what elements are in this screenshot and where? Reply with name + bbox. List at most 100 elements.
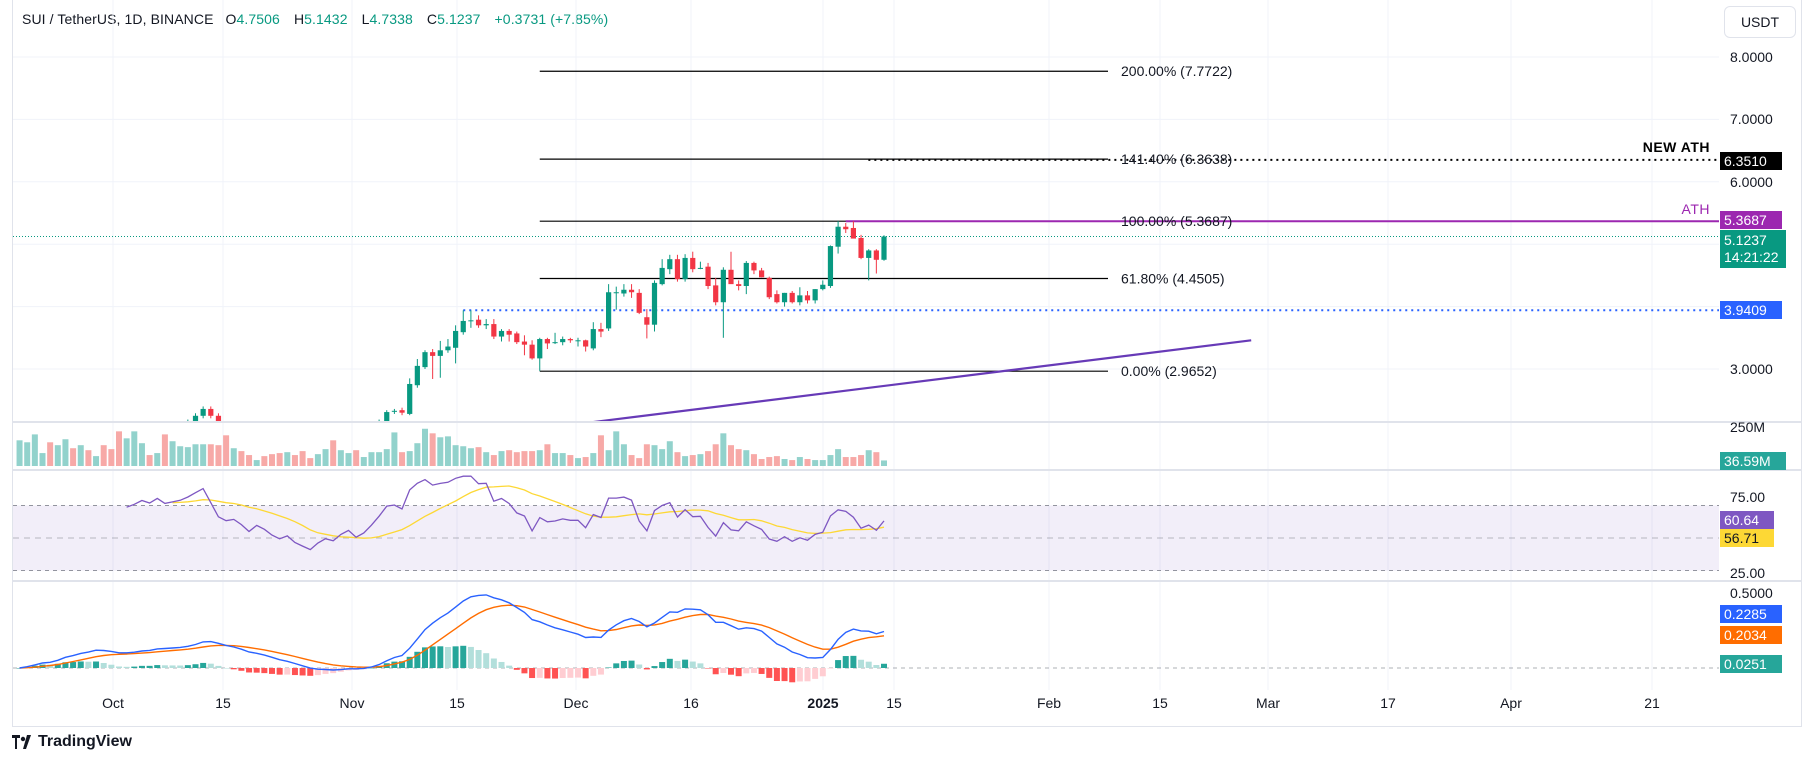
candle[interactable] [667,254,673,275]
candle[interactable] [170,426,175,433]
candle[interactable] [552,332,558,345]
candle[interactable] [437,340,443,378]
candle[interactable] [759,267,765,278]
candle[interactable] [659,259,665,286]
candle[interactable] [812,289,818,304]
candle[interactable] [78,436,83,446]
rsi-pane[interactable] [13,475,1719,571]
candle[interactable] [560,336,566,346]
candle[interactable] [315,438,320,447]
candle[interactable] [575,337,581,347]
candle[interactable] [277,431,282,438]
candle[interactable] [827,245,834,288]
candle[interactable] [866,249,872,281]
candle[interactable] [598,322,604,338]
candle[interactable] [453,325,459,364]
candle[interactable] [369,426,374,436]
candle[interactable] [185,419,190,429]
candle[interactable] [292,432,297,441]
candle[interactable] [804,291,811,304]
candle[interactable] [728,251,734,285]
candle[interactable] [628,284,635,298]
tradingview-logo[interactable]: TradingView [12,733,132,751]
candle[interactable] [705,262,711,290]
candle[interactable] [583,339,589,352]
candle[interactable] [147,430,152,436]
candle[interactable] [239,423,244,431]
candle[interactable] [781,292,788,307]
candle[interactable] [407,378,413,416]
candle[interactable] [391,408,397,414]
candle[interactable] [269,428,274,437]
candle[interactable] [491,319,497,340]
candle[interactable] [521,335,528,356]
candle[interactable] [178,424,183,431]
candle[interactable] [308,439,313,446]
candle[interactable] [873,249,879,274]
candle[interactable] [231,423,236,429]
candle[interactable] [774,290,780,304]
candle[interactable] [460,310,466,335]
candle[interactable] [567,337,573,343]
candle[interactable] [215,413,222,426]
candle[interactable] [820,280,826,291]
candle[interactable] [613,286,619,310]
candle[interactable] [414,359,420,388]
candle[interactable] [743,261,749,295]
candle[interactable] [736,280,742,291]
candle[interactable] [338,433,343,442]
symbol-title[interactable]: SUI / TetherUS, 1D, BINANCE [22,11,214,27]
candle[interactable] [858,234,864,260]
candle[interactable] [621,284,627,297]
candle[interactable] [843,222,849,233]
candle[interactable] [285,432,290,439]
candle[interactable] [483,319,489,330]
pane-separators[interactable] [13,421,1802,582]
candle[interactable] [636,289,642,315]
candle[interactable] [766,276,772,300]
candle[interactable] [323,435,328,442]
candle[interactable] [713,277,719,306]
candle[interactable] [475,315,482,328]
time-axis[interactable]: Oct 15 Nov 15 Dec 16 2025 15 Feb 15 Mar 17 Apr 21 [102,695,1660,711]
candle[interactable] [720,267,726,338]
macd-pane[interactable] [13,594,1719,683]
candle[interactable] [529,340,535,360]
candle[interactable] [674,254,681,282]
candle[interactable] [93,433,98,443]
candle[interactable] [354,430,359,439]
candle[interactable] [468,310,474,328]
candle[interactable] [139,430,144,440]
candle[interactable] [101,433,106,445]
candle[interactable] [835,221,841,254]
candle[interactable] [71,439,76,446]
candle[interactable] [506,329,512,342]
candle[interactable] [430,349,436,379]
candle[interactable] [246,426,251,435]
candle[interactable] [498,329,505,342]
trendline[interactable] [593,339,1252,422]
candle[interactable] [514,331,520,345]
candle[interactable] [445,339,451,353]
candle[interactable] [651,280,658,332]
candle[interactable] [208,406,214,419]
candle[interactable] [590,322,596,351]
candle[interactable] [300,436,305,443]
volume-pane[interactable] [16,428,887,466]
candle[interactable] [254,425,259,435]
candle[interactable] [262,425,267,432]
currency-button[interactable]: USDT [1724,6,1796,38]
candle[interactable] [86,436,91,442]
candle[interactable] [751,261,757,275]
candle[interactable] [697,261,703,270]
candle[interactable] [850,221,856,239]
price-pane[interactable] [13,70,1719,471]
candle[interactable] [881,235,887,261]
candle[interactable] [606,284,612,331]
candle[interactable] [162,425,167,432]
candle[interactable] [789,291,795,304]
candle[interactable] [797,287,803,306]
candle[interactable] [544,337,550,350]
candle[interactable] [399,407,405,416]
